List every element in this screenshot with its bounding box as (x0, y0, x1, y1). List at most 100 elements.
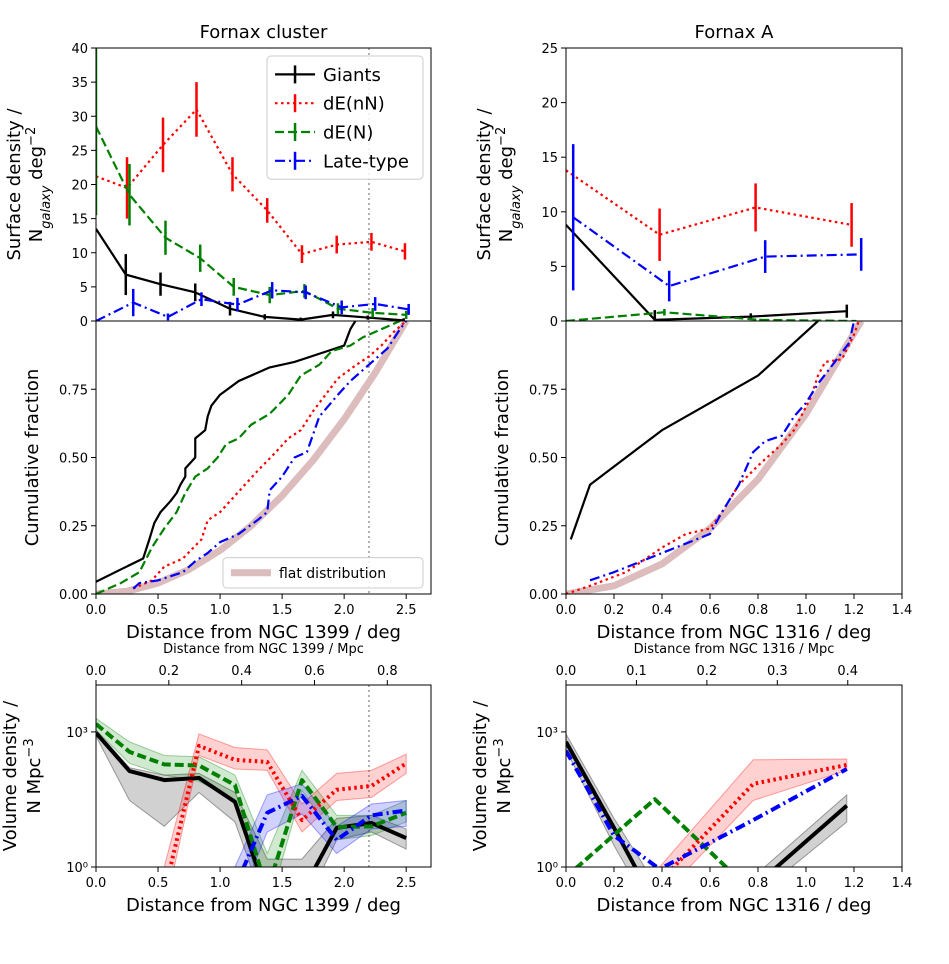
legend-label: Late-type (323, 151, 409, 172)
series-line (572, 216, 862, 288)
series-line (96, 321, 401, 594)
uncertainty-band (566, 732, 848, 867)
legend-label: dE(nN) (323, 94, 385, 115)
y-axis-label: Cumulative fraction (492, 369, 513, 547)
y-tick-label: 5 (550, 260, 558, 275)
series-line (132, 321, 407, 590)
y-axis-label-part: N Mpc (494, 758, 515, 814)
plot-area (566, 144, 863, 321)
x2-tick-label: 0.0 (86, 664, 107, 679)
plot-area (96, 48, 410, 321)
y-tick-label: 20 (541, 97, 558, 112)
y-axis-label: Surface density / (474, 108, 495, 261)
y-axis-label: Ngalaxy deg−2 (24, 127, 54, 242)
legend-box (222, 557, 424, 589)
series-line (96, 321, 357, 583)
y-axis-label: N Mpc−3 (492, 738, 516, 813)
uncertainty-band (234, 783, 407, 867)
y-axis-label-part: deg (496, 146, 517, 186)
uncertainty-band (659, 758, 848, 867)
x2-tick-label: 0.6 (304, 664, 325, 679)
x-axis-label: Distance from NGC 1316 / deg (597, 622, 872, 643)
y-tick-label: 0.00 (59, 588, 88, 603)
y-tick-label: 10 (541, 206, 558, 221)
series-line (96, 108, 406, 256)
y-tick-label: 25 (71, 144, 88, 159)
x-tick-label: 0.0 (86, 603, 107, 618)
y-tick-label: 40 (71, 42, 88, 57)
x-tick-label: 0.2 (604, 603, 625, 618)
legend-box (266, 55, 424, 180)
x-tick-label: 0.0 (86, 876, 107, 891)
legend-label: flat distribution (279, 566, 386, 582)
y-tick-label: 0.75 (59, 383, 88, 398)
x-axis-label: Distance from NGC 1399 / deg (126, 622, 401, 643)
x-tick-label: 2.0 (334, 876, 355, 891)
x-tick-label: 0.5 (148, 603, 169, 618)
y-axis-label: Volume density / (470, 700, 491, 851)
panel-title: Fornax A (695, 22, 775, 43)
x-tick-label: 2.0 (334, 603, 355, 618)
x-tick-label: 1.0 (210, 603, 231, 618)
x2-tick-label: 0.4 (231, 664, 252, 679)
axes-frame (565, 684, 903, 868)
y-axis-label-part: −2 (24, 127, 39, 146)
x2-tick-label: 0.2 (697, 664, 718, 679)
y-tick-label: 5 (80, 281, 88, 296)
axes-frame (565, 320, 903, 595)
x2-axis-label: Distance from NGC 1399 / Mpc (163, 642, 364, 657)
x-tick-label: 1.5 (272, 876, 293, 891)
series-line (566, 321, 865, 594)
x-tick-label: 0.0 (556, 876, 577, 891)
x-tick-label: 0.4 (652, 603, 673, 618)
y-axis-label-part: N (496, 229, 517, 242)
y-tick-label: 15 (541, 151, 558, 166)
x-axis-label: Distance from NGC 1399 / deg (126, 895, 401, 916)
x-tick-label: 0.8 (748, 876, 769, 891)
x-tick-label: 1.2 (844, 603, 865, 618)
plot-area (96, 321, 410, 594)
y-tick-label: 0.25 (59, 520, 88, 535)
y-axis-label-part: galaxy (39, 185, 54, 228)
x2-tick-label: 0.4 (837, 664, 858, 679)
y-tick-label: 15 (71, 213, 88, 228)
x-tick-label: 0.6 (700, 603, 721, 618)
plot-area (566, 321, 865, 594)
panel-title: Fornax cluster (200, 22, 328, 43)
y-axis-label-part: N Mpc (24, 758, 45, 814)
y-tick-label: 0.75 (529, 383, 558, 398)
x2-axis-label: Distance from NGC 1316 / Mpc (634, 642, 835, 657)
legend-label: dE(N) (323, 122, 373, 143)
axes-frame (95, 320, 432, 595)
y-tick-label: 25 (541, 42, 558, 57)
y-axis-label: Volume density / (0, 700, 21, 851)
series-line (132, 321, 408, 590)
x-tick-label: 0.4 (652, 876, 673, 891)
y-tick-label: 30 (71, 110, 88, 125)
series-line (168, 743, 408, 867)
y-tick-label: 0.50 (59, 452, 88, 467)
x2-tick-label: 0.0 (556, 664, 577, 679)
y-tick-label: 0 (550, 315, 558, 330)
uncertainty-band (163, 733, 407, 867)
series-line (566, 169, 852, 236)
x2-tick-label: 0.3 (767, 664, 788, 679)
y-tick-label: 20 (71, 179, 88, 194)
y-axis-label-part: deg (26, 146, 47, 186)
x-tick-label: 0.6 (700, 876, 721, 891)
y-tick-label: 0.50 (529, 452, 558, 467)
x-tick-label: 1.0 (796, 603, 817, 618)
x-tick-label: 1.0 (210, 876, 231, 891)
series-line (566, 311, 857, 321)
series-line (241, 793, 407, 867)
y-axis-label: Surface density / (4, 108, 25, 261)
series-line (96, 126, 407, 316)
y-tick-label: 10⁰ (536, 861, 558, 876)
x2-tick-label: 0.2 (158, 664, 179, 679)
x-tick-label: 1.0 (796, 876, 817, 891)
y-tick-label: 35 (71, 76, 88, 91)
